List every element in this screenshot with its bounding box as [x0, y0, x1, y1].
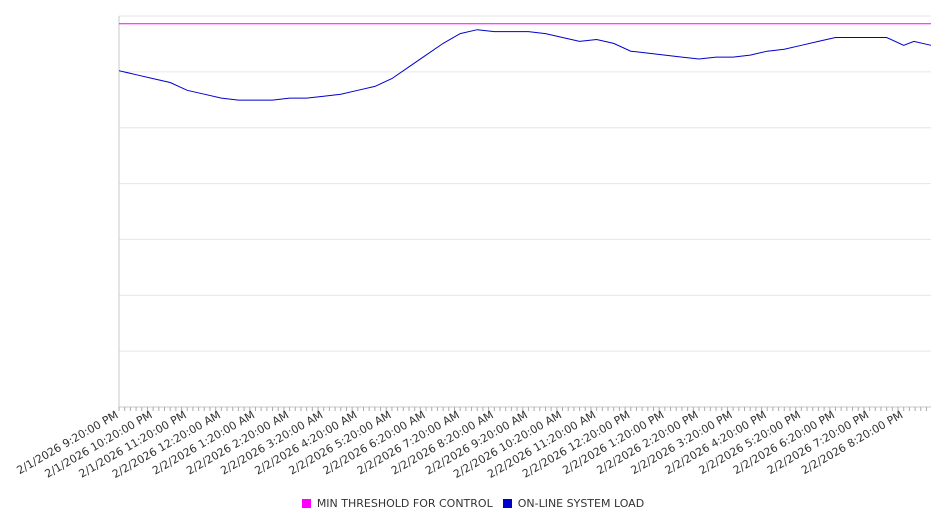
system-load-series-line	[118, 29, 932, 101]
x-ticks	[118, 407, 927, 411]
legend-label-threshold: MIN THRESHOLD FOR CONTROL	[316, 497, 493, 510]
legend: MIN THRESHOLD FOR CONTROL ON-LINE SYSTEM…	[0, 497, 946, 510]
legend-label-load: ON-LINE SYSTEM LOAD	[517, 497, 645, 510]
load-chart: 2/1/2026 9:20:00 PM2/1/2026 10:20:00 PM2…	[14, 15, 932, 481]
legend-item-threshold[interactable]: MIN THRESHOLD FOR CONTROL	[301, 497, 493, 510]
series-lines	[118, 23, 932, 101]
legend-swatch-threshold	[301, 499, 311, 508]
x-tick-labels: 2/1/2026 9:20:00 PM2/1/2026 10:20:00 PM2…	[14, 408, 905, 481]
legend-item-load[interactable]: ON-LINE SYSTEM LOAD	[502, 497, 645, 510]
grid-lines	[119, 15, 931, 352]
legend-swatch-load	[502, 499, 512, 508]
axes	[118, 16, 931, 408]
